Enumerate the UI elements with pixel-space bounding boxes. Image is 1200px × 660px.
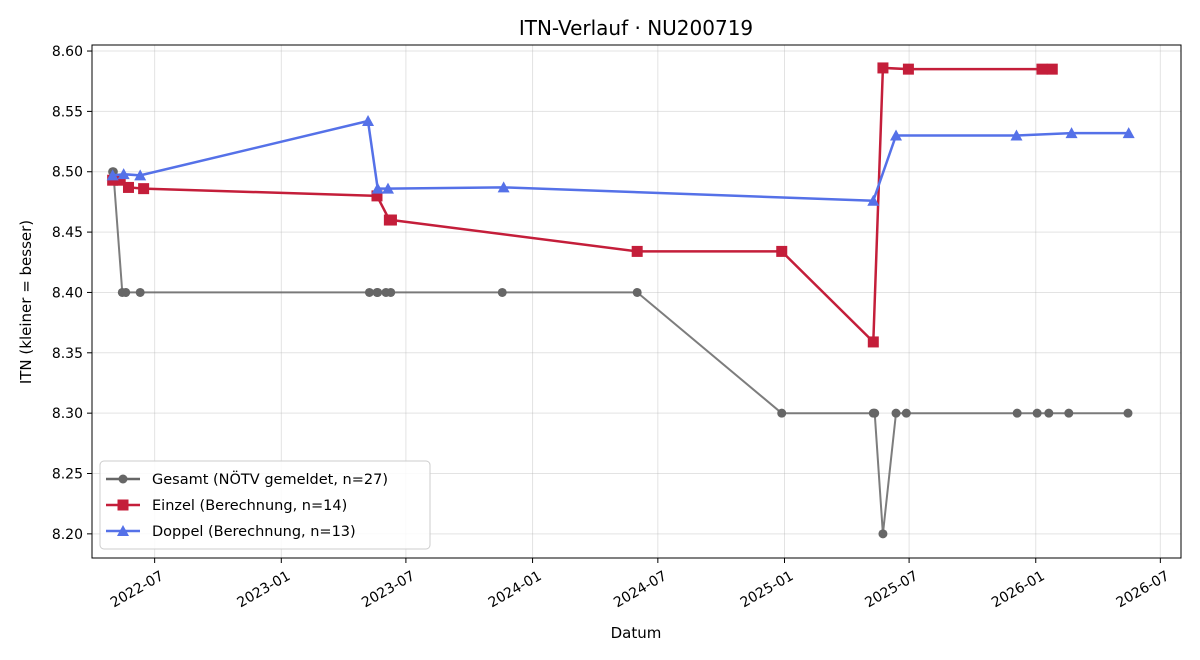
data-point [632,287,642,297]
data-point [497,287,507,297]
y-tick-label: 8.60 [52,44,83,60]
y-tick-label: 8.25 [52,467,83,483]
legend-entry: Doppel (Berechnung, n=13) [106,524,356,540]
data-point [631,245,643,257]
legend-entry: Einzel (Berechnung, n=14) [106,498,347,514]
data-point [386,287,396,297]
y-tick-label: 8.40 [52,285,83,301]
data-point [1010,129,1023,141]
data-point [1046,63,1058,75]
data-point [373,287,383,297]
data-point [135,287,145,297]
y-axis-label: ITN (kleiner = besser) [17,220,35,384]
legend-box [99,460,431,550]
data-point [776,245,788,257]
data-point [114,174,126,186]
data-point [121,287,131,297]
data-point [1122,127,1135,139]
series-layer [106,62,1135,539]
data-point [1032,408,1042,418]
legend-marker [117,499,129,511]
data-point [1012,408,1022,418]
y-tick-label: 8.35 [52,346,83,362]
y-tick-label: 8.30 [52,406,83,422]
series-triangle [106,115,1135,206]
data-point [385,214,397,226]
data-point [134,169,147,181]
y-tick-label: 8.55 [52,104,83,120]
data-point [878,529,888,539]
data-point [870,408,880,418]
legend-entry: Gesamt (NÖTV gemeldet, n=27) [106,470,388,488]
data-point [364,287,374,297]
data-point [371,182,384,194]
data-point [1044,408,1054,418]
data-point [122,181,134,193]
data-point [890,129,903,141]
data-point [867,194,880,206]
data-point [381,182,394,194]
data-point [362,115,375,127]
series-circle [108,167,1133,539]
data-point [1036,63,1048,75]
x-axis-label: Datum [611,624,662,642]
data-point [497,181,510,193]
y-tick-label: 8.45 [52,225,83,241]
data-point [138,183,150,195]
chart-title: ITN-Verlauf · NU200719 [519,16,753,40]
data-point [777,408,787,418]
legend-label: Doppel (Berechnung, n=13) [152,524,356,540]
legend-marker [118,474,128,484]
data-point [1064,408,1074,418]
data-point [902,63,914,75]
data-point [891,408,901,418]
data-point [867,336,879,348]
legend-label: Gesamt (NÖTV gemeldet, n=27) [152,470,388,488]
y-tick-label: 8.20 [52,527,83,543]
data-point [106,169,119,181]
data-point [877,62,889,74]
series-square [107,62,1058,348]
data-point [901,408,911,418]
data-point [117,168,130,180]
legend: Gesamt (NÖTV gemeldet, n=27) Einzel (Bere… [99,460,431,550]
legend-label: Einzel (Berechnung, n=14) [152,498,347,514]
y-tick-label: 8.50 [52,165,83,181]
data-point [1065,127,1078,139]
data-point [371,190,383,202]
legend-marker [117,525,129,536]
data-point [1123,408,1133,418]
plot-frame [91,44,1182,559]
